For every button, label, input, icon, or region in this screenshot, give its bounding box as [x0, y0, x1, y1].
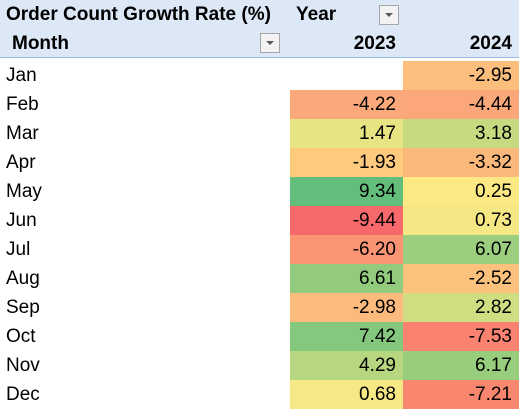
pivot-header-row-2: Month 2023 2024 — [0, 29, 519, 58]
month-label[interactable]: Jan — [0, 61, 290, 90]
value-cell-2023[interactable] — [290, 61, 403, 90]
value-cell-2024[interactable]: 0.25 — [403, 177, 519, 206]
table-row: Oct 7.42 -7.53 — [0, 322, 519, 351]
value-cell-2024[interactable]: -2.52 — [403, 264, 519, 293]
value-cell-2023[interactable]: -1.93 — [290, 148, 403, 177]
value-cell-2023[interactable]: 9.34 — [290, 177, 403, 206]
table-row: May 9.34 0.25 — [0, 177, 519, 206]
table-row: Feb -4.22 -4.44 — [0, 90, 519, 119]
value-field-label[interactable]: Order Count Growth Rate (%) — [0, 0, 290, 29]
table-row: Aug 6.61 -2.52 — [0, 264, 519, 293]
chevron-down-icon — [384, 12, 394, 18]
table-row: Nov 4.29 6.17 — [0, 351, 519, 380]
pivot-header-row-1: Order Count Growth Rate (%) Year — [0, 0, 519, 29]
value-cell-2023[interactable]: 1.47 — [290, 119, 403, 148]
month-filter-button[interactable] — [260, 33, 280, 53]
month-label[interactable]: Jun — [0, 206, 290, 235]
value-cell-2023[interactable]: -4.22 — [290, 90, 403, 119]
table-row: Jun -9.44 0.73 — [0, 206, 519, 235]
year-filter-button[interactable] — [379, 5, 399, 25]
value-cell-2024[interactable]: 6.07 — [403, 235, 519, 264]
year-header-2023[interactable]: 2023 — [290, 29, 403, 58]
row-field-header: Month — [0, 29, 290, 58]
month-label[interactable]: May — [0, 177, 290, 206]
value-cell-2024[interactable]: 6.17 — [403, 351, 519, 380]
month-label[interactable]: Sep — [0, 293, 290, 322]
table-row: Jan -2.95 — [0, 61, 519, 90]
value-cell-2023[interactable]: 0.68 — [290, 380, 403, 409]
table-row: Jul -6.20 6.07 — [0, 235, 519, 264]
value-cell-2024[interactable]: -7.21 — [403, 380, 519, 409]
chevron-down-icon — [265, 40, 275, 46]
value-cell-2024[interactable]: -2.95 — [403, 61, 519, 90]
value-cell-2024[interactable]: 0.73 — [403, 206, 519, 235]
value-cell-2024[interactable]: -4.44 — [403, 90, 519, 119]
value-cell-2024[interactable]: -3.32 — [403, 148, 519, 177]
header-blank-cell — [403, 0, 519, 29]
value-cell-2023[interactable]: 4.29 — [290, 351, 403, 380]
row-field-label: Month — [6, 29, 69, 58]
month-label[interactable]: Dec — [0, 380, 290, 409]
value-cell-2023[interactable]: 7.42 — [290, 322, 403, 351]
value-cell-2023[interactable]: -6.20 — [290, 235, 403, 264]
value-cell-2024[interactable]: -7.53 — [403, 322, 519, 351]
table-row: Sep -2.98 2.82 — [0, 293, 519, 322]
column-field-header: Year — [290, 0, 403, 29]
value-cell-2023[interactable]: -2.98 — [290, 293, 403, 322]
month-label[interactable]: Aug — [0, 264, 290, 293]
table-row: Apr -1.93 -3.32 — [0, 148, 519, 177]
month-label[interactable]: Mar — [0, 119, 290, 148]
month-label[interactable]: Oct — [0, 322, 290, 351]
value-cell-2023[interactable]: 6.61 — [290, 264, 403, 293]
month-label[interactable]: Jul — [0, 235, 290, 264]
year-header-2024[interactable]: 2024 — [403, 29, 519, 58]
value-cell-2024[interactable]: 2.82 — [403, 293, 519, 322]
table-row: Dec 0.68 -7.21 — [0, 380, 519, 409]
value-cell-2024[interactable]: 3.18 — [403, 119, 519, 148]
table-row: Mar 1.47 3.18 — [0, 119, 519, 148]
month-label[interactable]: Feb — [0, 90, 290, 119]
month-label[interactable]: Nov — [0, 351, 290, 380]
value-cell-2023[interactable]: -9.44 — [290, 206, 403, 235]
column-field-label: Year — [296, 0, 336, 29]
month-label[interactable]: Apr — [0, 148, 290, 177]
